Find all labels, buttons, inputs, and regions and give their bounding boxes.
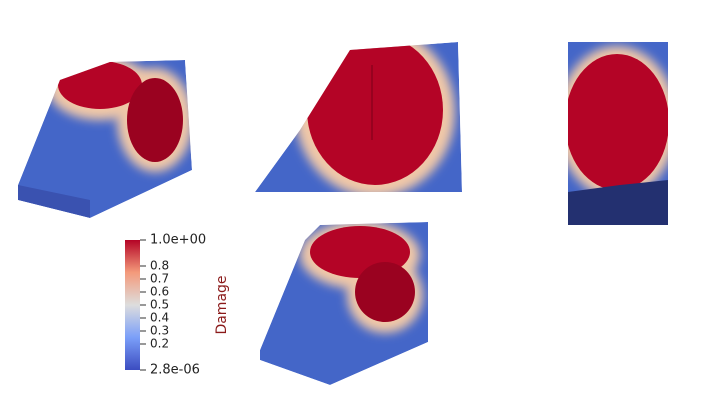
view-4 — [260, 222, 428, 385]
tick-label: 0.6 — [150, 285, 169, 299]
view-2 — [255, 42, 462, 192]
tick-label: 0.4 — [150, 311, 169, 325]
tick-label: 0.7 — [150, 272, 169, 286]
legend-title: Damage — [214, 275, 230, 334]
tick-label: 1.0e+00 — [150, 233, 206, 248]
view-3 — [568, 42, 668, 225]
tick-label: 0.5 — [150, 298, 169, 312]
color-bar — [125, 240, 140, 370]
color-legend: Damage 1.0e+00 0.80.70.60.50.40.30.2 2.8e-… — [125, 233, 230, 378]
tick-label: 2.8e-06 — [150, 363, 200, 378]
tick-label: 0.8 — [150, 259, 169, 273]
view-1 — [18, 60, 192, 218]
tick-label: 0.2 — [150, 337, 169, 351]
tick-label: 0.3 — [150, 324, 169, 338]
